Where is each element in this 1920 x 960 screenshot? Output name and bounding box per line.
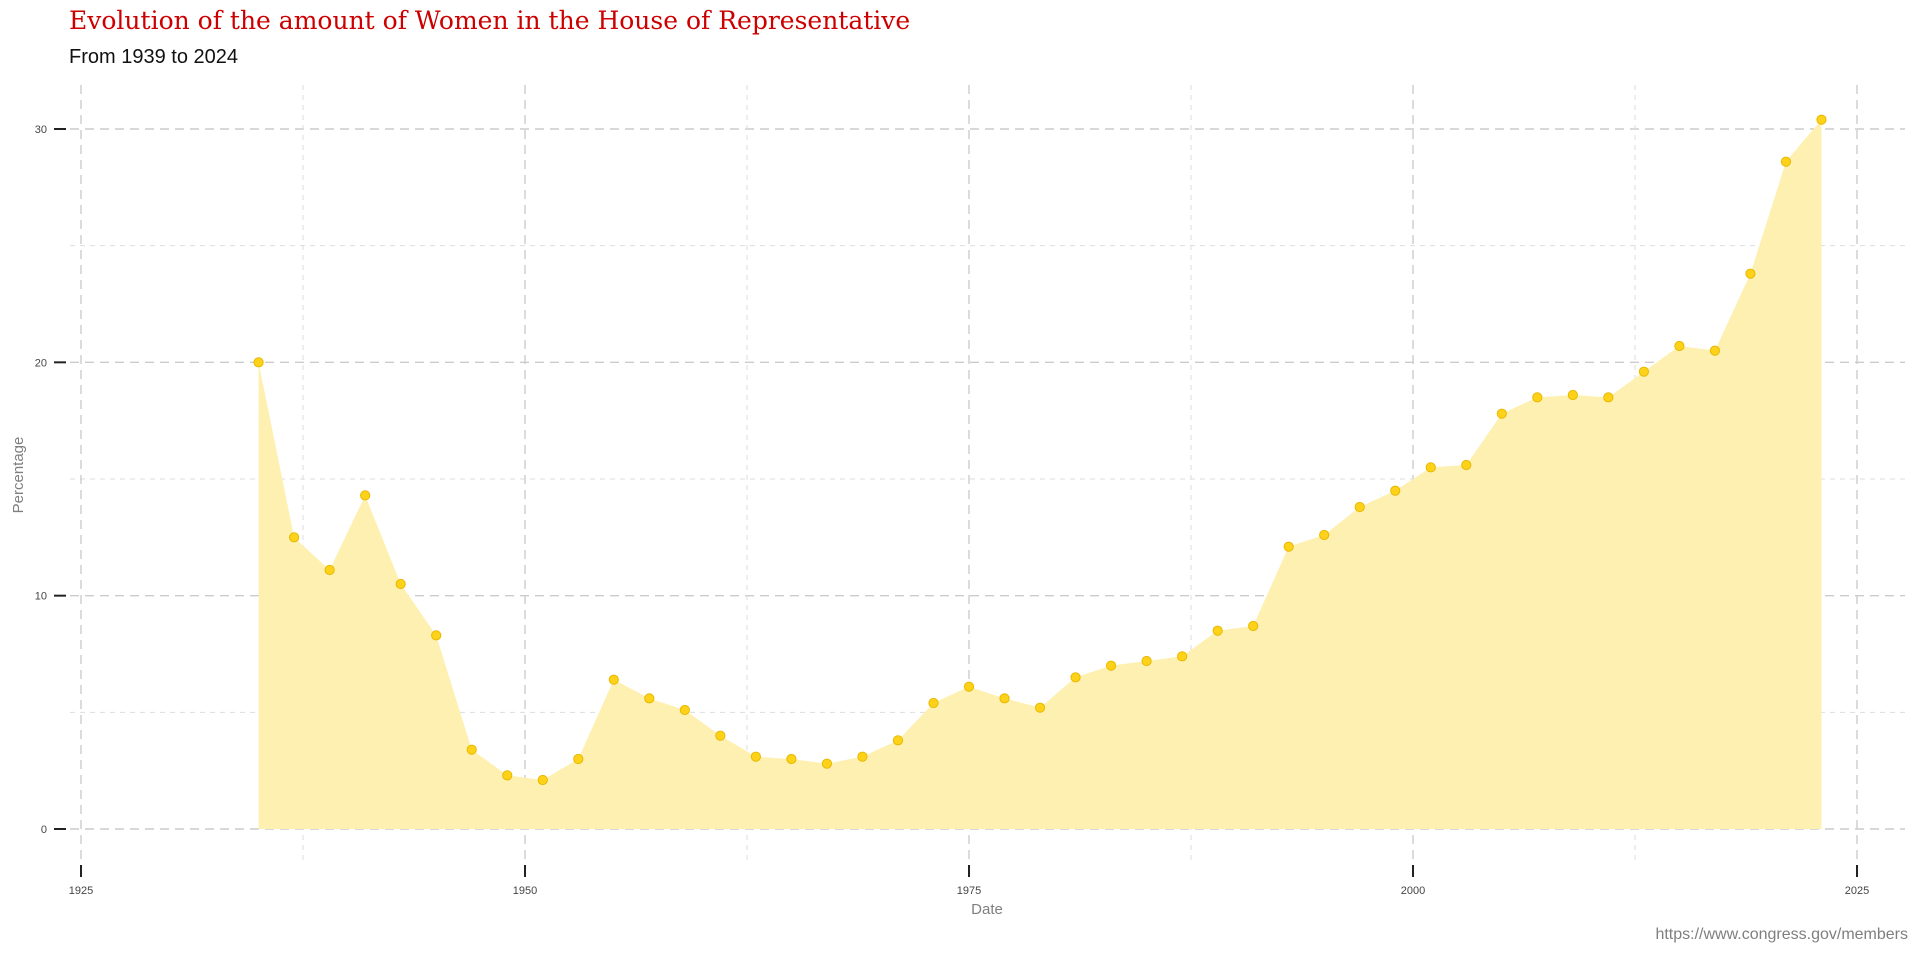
data-point <box>892 735 904 746</box>
data-point <box>573 753 584 765</box>
data-point <box>1141 655 1152 667</box>
x-axis-title: Date <box>971 901 1003 918</box>
data-point <box>608 674 619 685</box>
data-point <box>857 751 868 762</box>
y-tick-label: 0 <box>41 824 47 836</box>
x-tick-label: 1925 <box>69 885 93 897</box>
data-point <box>431 630 442 641</box>
data-point <box>963 681 975 692</box>
data-point <box>253 357 264 368</box>
y-tick-label: 10 <box>35 591 47 603</box>
area-layer <box>258 119 1822 829</box>
data-point <box>1532 392 1543 403</box>
point-layer <box>253 114 1827 786</box>
data-point <box>1603 392 1614 403</box>
x-tick-label: 2000 <box>1401 885 1425 897</box>
data-point <box>715 730 726 741</box>
data-point <box>1425 462 1436 473</box>
x-tick-label: 1975 <box>957 885 981 897</box>
data-point <box>1212 625 1223 636</box>
data-point <box>1390 485 1401 496</box>
data-point <box>1638 366 1649 377</box>
data-point <box>1461 459 1472 471</box>
y-axis-title: Percentage <box>10 437 27 514</box>
chart-title: Evolution of the amount of Women in the … <box>69 6 911 35</box>
data-point <box>1070 672 1081 683</box>
data-point <box>786 753 797 765</box>
data-point <box>360 490 371 501</box>
data-point <box>644 693 655 704</box>
data-point <box>1674 340 1685 352</box>
data-point <box>1496 408 1507 419</box>
x-tick-label: 1950 <box>513 885 537 897</box>
data-point <box>679 704 690 716</box>
data-point <box>1816 114 1827 125</box>
data-point <box>1248 620 1259 632</box>
data-point <box>324 564 335 576</box>
data-point <box>1034 702 1046 713</box>
data-point <box>999 693 1010 704</box>
data-point <box>821 758 833 769</box>
y-tick-label: 20 <box>35 357 47 369</box>
data-point <box>1354 501 1365 513</box>
data-point <box>395 578 406 590</box>
axis-layer: 0 10 20 30 1925 1950 1975 2000 2025 <box>35 124 1869 897</box>
data-point <box>750 751 761 762</box>
x-tick-label: 2025 <box>1845 885 1869 897</box>
data-point <box>1283 541 1294 552</box>
data-point <box>502 770 513 781</box>
data-point <box>1567 389 1578 401</box>
data-point <box>1780 156 1792 167</box>
data-point <box>1177 651 1188 662</box>
data-point <box>928 697 939 709</box>
data-point <box>1745 268 1756 279</box>
data-point <box>537 774 548 786</box>
y-tick-label: 30 <box>35 124 47 136</box>
series-area <box>258 119 1822 829</box>
data-point <box>466 744 477 755</box>
data-point <box>1319 529 1330 541</box>
data-point <box>1709 345 1721 356</box>
data-point <box>1105 660 1117 671</box>
source-caption: https://www.congress.gov/members <box>1655 926 1908 943</box>
data-point <box>289 532 300 543</box>
chart-subtitle: From 1939 to 2024 <box>69 46 238 68</box>
